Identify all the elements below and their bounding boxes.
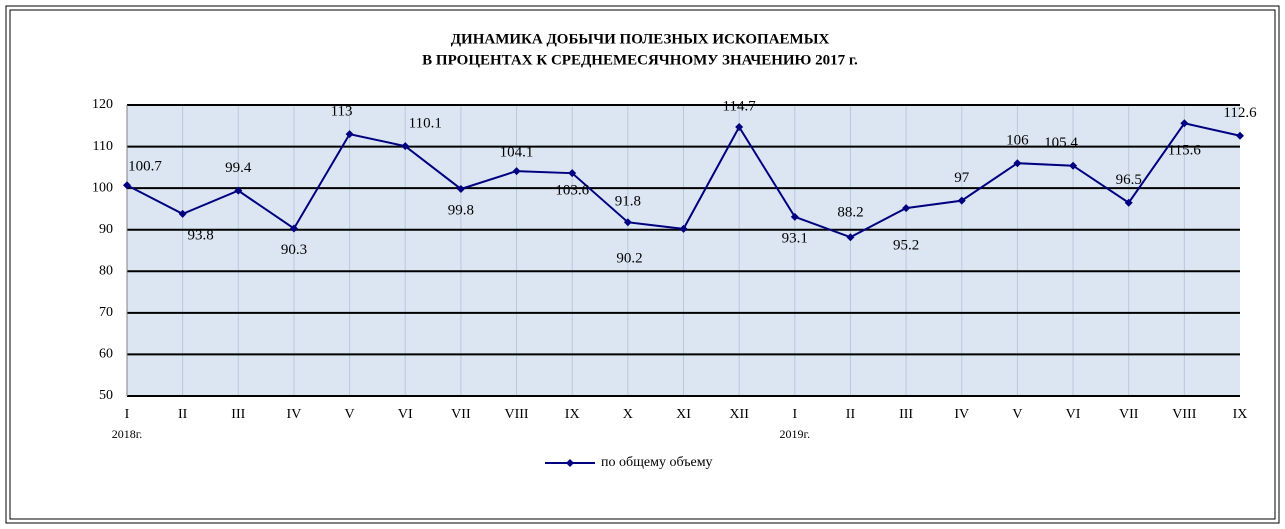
data-label: 90.3 bbox=[281, 242, 307, 258]
marker bbox=[289, 224, 298, 233]
marker bbox=[790, 212, 799, 221]
x-tick-label: VIII bbox=[1172, 407, 1196, 422]
marker bbox=[568, 169, 577, 178]
x-tick-label: XII bbox=[729, 407, 749, 422]
chart-title: В ПРОЦЕНТАХ К СРЕДНЕМЕСЯЧНОМУ ЗНАЧЕНИЮ 2… bbox=[422, 52, 858, 68]
year-label: 2019г. bbox=[780, 427, 811, 441]
data-label: 91.8 bbox=[615, 194, 641, 210]
marker bbox=[178, 209, 187, 218]
frame-inner bbox=[9, 9, 1276, 520]
marker bbox=[123, 181, 131, 190]
x-tick-label: X bbox=[623, 407, 633, 422]
x-tick-label: I bbox=[792, 407, 797, 422]
y-tick-label: 70 bbox=[99, 305, 113, 320]
marker bbox=[1013, 159, 1022, 168]
frame-outer bbox=[5, 5, 1280, 524]
data-label: 100.7 bbox=[128, 159, 162, 175]
x-tick-label: IV bbox=[287, 407, 302, 422]
data-label: 105.4 bbox=[1044, 135, 1078, 151]
data-label: 115.6 bbox=[1168, 143, 1202, 159]
y-tick-label: 60 bbox=[99, 347, 113, 362]
data-label: 104.1 bbox=[500, 145, 534, 161]
x-tick-label: I bbox=[125, 407, 130, 422]
x-tick-label: IX bbox=[565, 407, 580, 422]
x-tick-label: VII bbox=[1119, 407, 1139, 422]
x-tick-label: VIII bbox=[504, 407, 528, 422]
marker bbox=[1180, 119, 1189, 128]
y-tick-label: 100 bbox=[92, 180, 113, 195]
x-tick-label: VII bbox=[451, 407, 471, 422]
marker bbox=[846, 233, 855, 242]
data-label: 96.5 bbox=[1116, 172, 1142, 188]
x-tick-label: XI bbox=[676, 407, 691, 422]
data-label: 110.1 bbox=[409, 116, 442, 132]
marker bbox=[623, 218, 632, 227]
data-label: 95.2 bbox=[893, 238, 919, 254]
x-tick-label: VI bbox=[398, 407, 413, 422]
data-label: 90.2 bbox=[616, 250, 642, 266]
marker bbox=[456, 184, 465, 193]
marker bbox=[345, 130, 354, 139]
y-tick-label: 110 bbox=[93, 139, 113, 154]
data-label: 103.6 bbox=[555, 183, 589, 199]
data-label: 99.4 bbox=[225, 160, 252, 176]
x-tick-label: V bbox=[345, 407, 355, 422]
chart-title: ДИНАМИКА ДОБЫЧИ ПОЛЕЗНЫХ ИСКОПАЕМЫХ bbox=[451, 31, 830, 47]
data-label: 112.6 bbox=[1223, 105, 1257, 121]
y-tick-label: 50 bbox=[99, 388, 113, 403]
y-tick-label: 90 bbox=[99, 222, 113, 237]
x-tick-label: III bbox=[899, 407, 913, 422]
x-tick-label: V bbox=[1012, 407, 1022, 422]
marker bbox=[512, 167, 521, 176]
marker bbox=[1236, 131, 1244, 140]
marker bbox=[234, 186, 243, 195]
year-label: 2018г. bbox=[112, 427, 143, 441]
x-tick-label: II bbox=[178, 407, 188, 422]
marker bbox=[735, 123, 744, 132]
marker bbox=[902, 204, 911, 213]
legend-label: по общему объему bbox=[601, 455, 713, 470]
y-tick-label: 80 bbox=[99, 264, 113, 279]
x-tick-label: II bbox=[846, 407, 856, 422]
y-tick-label: 120 bbox=[92, 97, 113, 112]
marker bbox=[401, 142, 410, 151]
data-label: 99.8 bbox=[448, 202, 474, 218]
data-label: 106 bbox=[1006, 133, 1029, 149]
data-label: 88.2 bbox=[837, 205, 863, 221]
data-label: 114.7 bbox=[723, 98, 757, 114]
x-tick-label: IV bbox=[954, 407, 969, 422]
marker bbox=[957, 196, 966, 205]
data-label: 93.1 bbox=[782, 230, 808, 246]
x-tick-label: III bbox=[231, 407, 245, 422]
data-label: 113 bbox=[331, 104, 353, 120]
data-label: 93.8 bbox=[188, 227, 214, 243]
marker bbox=[1069, 161, 1078, 170]
legend-marker bbox=[566, 459, 574, 467]
x-tick-label: IX bbox=[1233, 407, 1248, 422]
x-tick-label: VI bbox=[1066, 407, 1081, 422]
marker bbox=[1124, 198, 1133, 207]
marker bbox=[679, 224, 688, 233]
data-label: 97 bbox=[954, 170, 970, 186]
